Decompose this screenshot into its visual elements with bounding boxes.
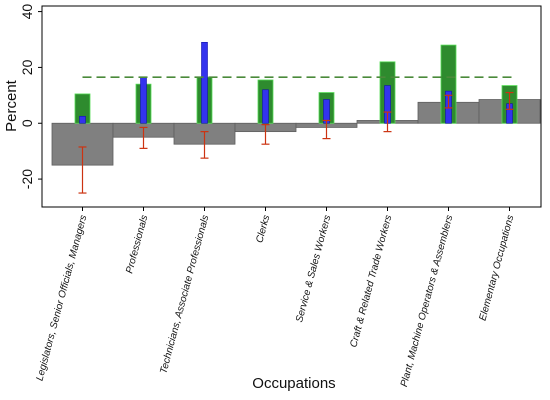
blue-bar [79, 115, 86, 124]
bars-layer [51, 41, 541, 194]
blue-bar [323, 99, 330, 124]
x-tick-label: Legislators, Senior Officials, Managers [34, 214, 89, 382]
blue-bar [140, 76, 147, 124]
y-axis: -20 0 20 40 [19, 4, 42, 189]
blue-bar [201, 41, 208, 124]
x-tick-label: Service & Sales Workers [294, 214, 333, 324]
x-tick-label: Professionals [124, 214, 150, 275]
y-tick-label: 20 [19, 59, 35, 75]
y-axis-title: Percent [3, 79, 20, 132]
x-tick-label: Plant, Machine Operators & Assemblers [399, 214, 456, 388]
x-tick-label: Clerks [254, 214, 272, 244]
y-tick-label: -20 [19, 169, 35, 189]
x-tick-label: Craft & Related Trade Workers [348, 214, 394, 349]
x-axis-title: Occupations [252, 375, 335, 392]
x-axis: Legislators, Senior Officials, Managers P… [34, 207, 516, 388]
x-tick-label: Technicians, Associate Professionals [158, 214, 211, 375]
y-tick-label: 40 [19, 4, 35, 20]
x-tick-label: Elementary Occupations [478, 214, 517, 322]
blue-bar [262, 89, 269, 124]
plot-frame [41, 5, 542, 208]
y-tick-label: 0 [19, 119, 35, 127]
